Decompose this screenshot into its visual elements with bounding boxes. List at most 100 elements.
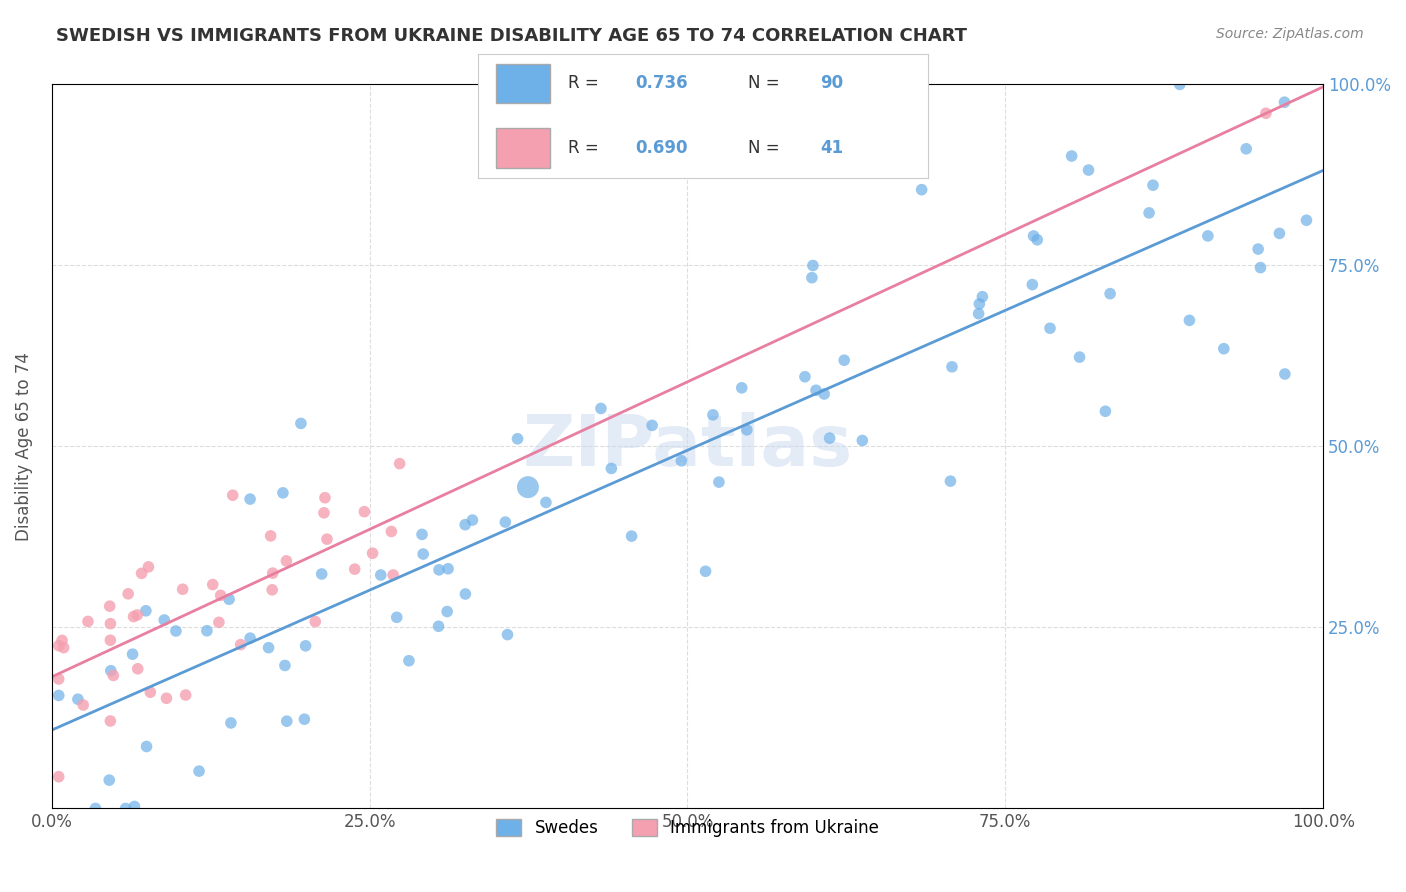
Point [1254,106,1277,120]
Point [127,662,149,676]
Point [380,524,402,539]
Point [174,688,197,702]
Point [66,692,89,706]
Point [353,505,375,519]
Point [735,423,758,437]
Point [1099,286,1122,301]
Point [219,715,242,730]
Point [388,457,411,471]
Point [939,474,962,488]
Text: 0.736: 0.736 [636,75,688,93]
Point [427,619,450,633]
Point [412,547,434,561]
Text: R =: R = [568,139,605,157]
Point [941,359,963,374]
Text: 0.690: 0.690 [636,139,688,157]
Point [804,384,827,398]
Point [794,369,817,384]
Point [122,609,145,624]
Point [276,714,298,729]
Point [411,527,433,541]
Point [98,599,121,614]
FancyBboxPatch shape [496,128,550,169]
Point [222,488,245,502]
Point [620,529,643,543]
Text: 41: 41 [820,139,844,157]
Point [262,582,284,597]
Point [385,610,408,624]
Point [911,183,934,197]
Point [437,562,460,576]
Point [1077,163,1099,178]
Point [671,454,693,468]
Point [1137,206,1160,220]
Point [314,491,336,505]
Point [48,672,70,686]
Point [262,566,284,581]
Point [702,408,724,422]
Point [731,381,754,395]
Point [103,668,125,682]
Point [1234,142,1257,156]
Point [188,764,211,778]
Point [516,480,538,494]
Point [117,587,139,601]
Point [370,568,392,582]
Point [1022,229,1045,244]
Point [1060,149,1083,163]
Point [818,431,841,445]
Point [48,770,70,784]
Text: R =: R = [568,75,605,93]
Point [1142,178,1164,193]
Point [52,640,75,655]
Point [461,513,484,527]
Point [114,801,136,815]
Point [1274,367,1296,381]
Point [1249,260,1271,275]
Point [304,615,326,629]
Point [312,506,335,520]
Point [77,615,100,629]
Point [155,691,177,706]
Text: 90: 90 [820,75,844,93]
Point [969,297,991,311]
Point [361,546,384,560]
Point [208,615,231,630]
Point [84,801,107,815]
Point [534,495,557,509]
Text: Source: ZipAtlas.com: Source: ZipAtlas.com [1216,27,1364,41]
Point [131,566,153,581]
Point [427,563,450,577]
Point [883,144,905,158]
Point [1295,213,1317,227]
Point [165,624,187,638]
Point [496,627,519,641]
Point [229,638,252,652]
Point [127,607,149,622]
Point [257,640,280,655]
Point [124,799,146,814]
Point [316,532,339,546]
Point [851,434,873,448]
Point [600,461,623,475]
Point [294,639,316,653]
Point [382,568,405,582]
Point [98,714,121,728]
Point [506,432,529,446]
Point [135,604,157,618]
Point [48,689,70,703]
Point [641,418,664,433]
Point [972,290,994,304]
Point [707,475,730,489]
Point [1021,277,1043,292]
Point [72,698,94,712]
Point [48,639,70,653]
Point [195,624,218,638]
Point [172,582,194,597]
Point [695,564,717,578]
Point [1039,321,1062,335]
Point [1178,313,1201,327]
Point [292,712,315,726]
Point [290,417,312,431]
Point [100,664,122,678]
